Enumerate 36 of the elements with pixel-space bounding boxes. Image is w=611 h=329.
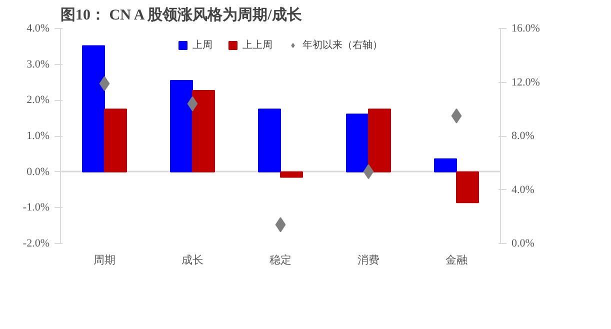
y2-tick-label: 16.0% — [512, 22, 540, 34]
y-tick-label: 3.0% — [26, 58, 50, 70]
bar — [170, 80, 193, 172]
chart-title: 图10： CN A 股领涨风格为周期/成长 — [60, 6, 303, 24]
y-tick-label: 2.0% — [26, 94, 50, 106]
bar — [456, 171, 479, 204]
point — [363, 164, 374, 180]
point — [99, 76, 110, 92]
legend-label: 年初以来（右轴） — [302, 38, 382, 52]
y-tick-label: -1.0% — [22, 202, 50, 214]
point — [275, 217, 286, 232]
point — [451, 108, 462, 124]
bar — [346, 114, 369, 172]
bar — [280, 171, 303, 178]
legend-label: 上周 — [192, 38, 212, 52]
legend-label: 上上周 — [242, 38, 272, 52]
bar — [368, 108, 391, 172]
y-tick-label: -2.0% — [22, 238, 50, 250]
bar — [82, 45, 105, 172]
x-tick-label: 金融 — [446, 254, 468, 266]
x-tick-label: 消费 — [358, 254, 380, 266]
x-tick-label: 成长 — [182, 254, 204, 266]
bar — [434, 158, 457, 172]
y-tick-label: 1.0% — [26, 130, 50, 142]
y-tick-label: 0.0% — [26, 166, 50, 178]
x-tick-label: 周期 — [94, 254, 116, 266]
y-tick-label: 4.0% — [26, 22, 50, 34]
y2-tick-label: 0.0% — [512, 238, 534, 250]
bar — [258, 108, 281, 172]
bar — [192, 90, 215, 172]
y2-tick-label: 4.0% — [512, 184, 534, 196]
x-tick-label: 稳定 — [270, 254, 292, 266]
bar — [104, 108, 127, 172]
point — [187, 96, 198, 112]
y2-tick-label: 12.0% — [512, 76, 540, 88]
y2-tick-label: 8.0% — [512, 130, 534, 142]
